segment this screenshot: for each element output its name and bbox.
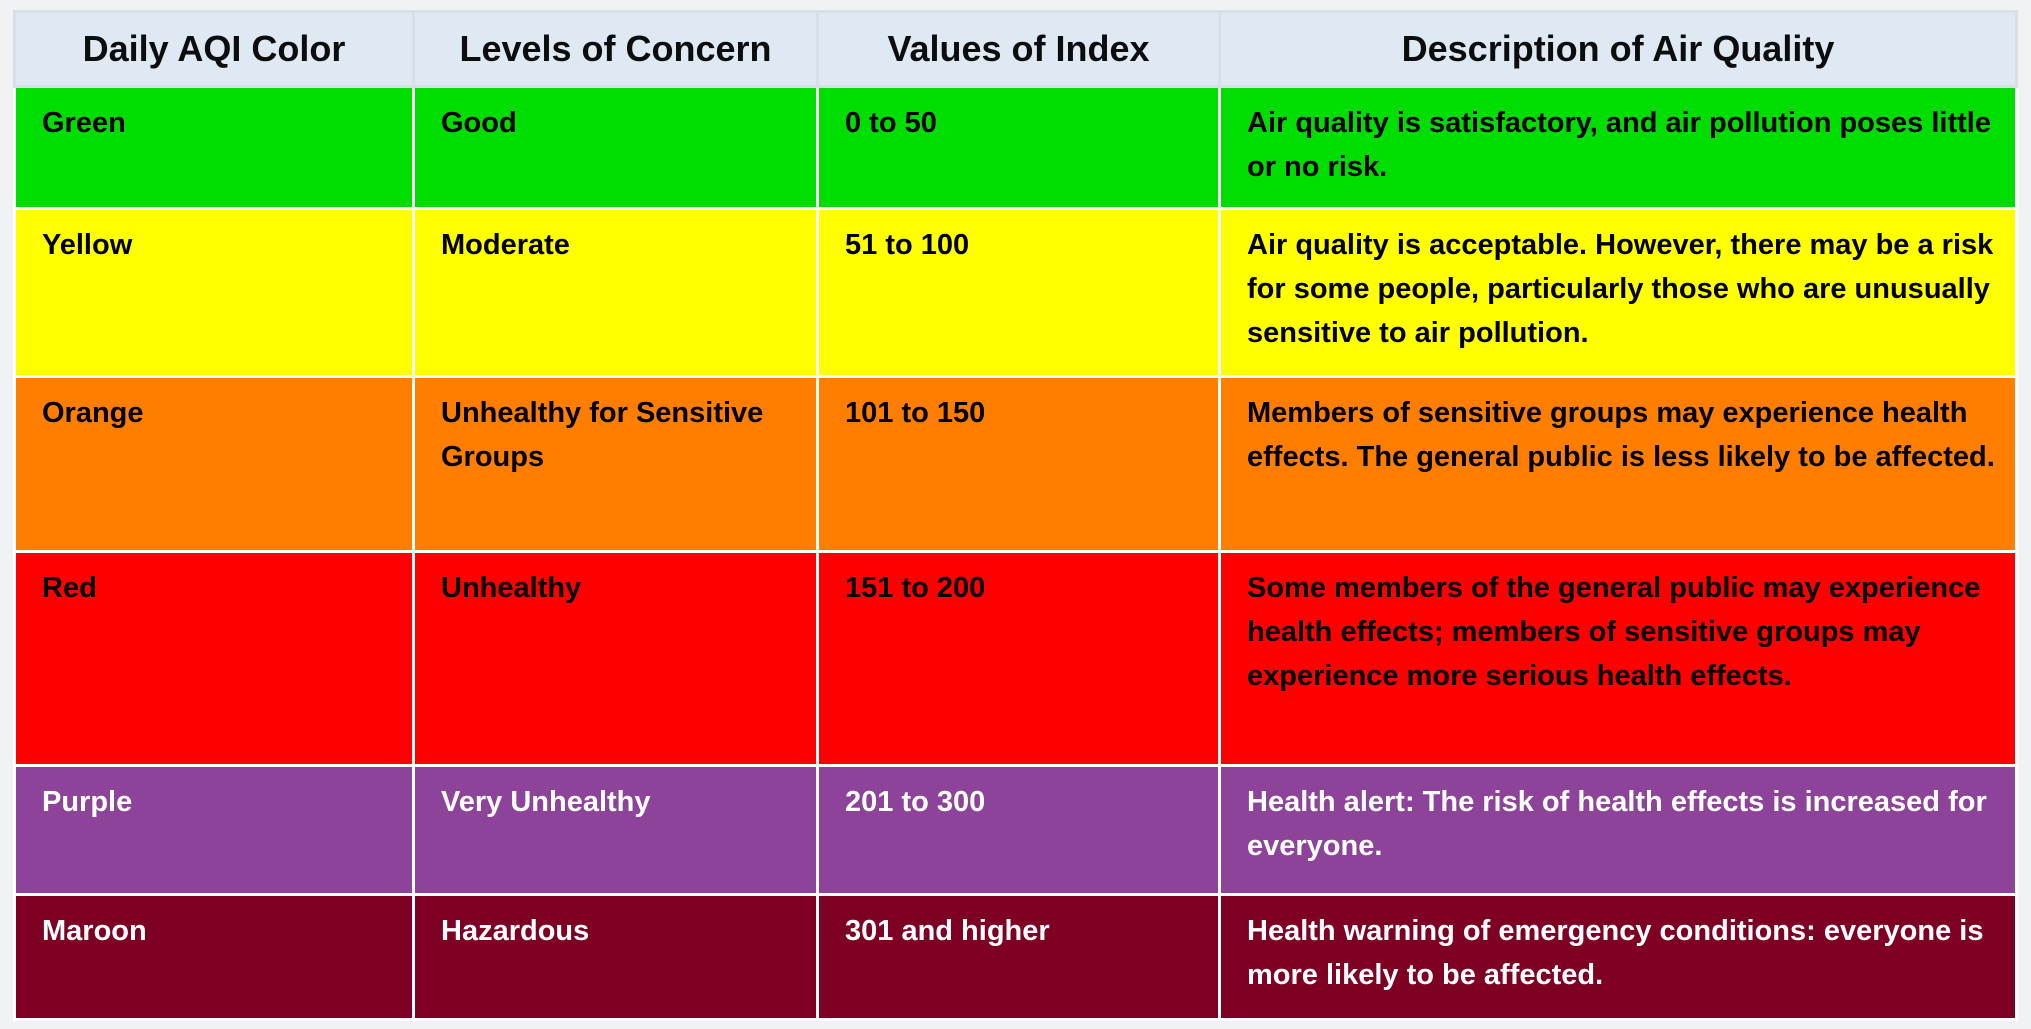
- aqi-color-cell: Purple: [13, 764, 415, 896]
- index-range-cell: 151 to 200: [816, 550, 1221, 767]
- level-of-concern-cell: Very Unhealthy: [412, 764, 819, 896]
- table-header: Daily AQI Color Levels of Concern Values…: [13, 10, 2018, 88]
- header-row: Daily AQI Color Levels of Concern Values…: [13, 10, 2018, 88]
- index-range-cell: 201 to 300: [816, 764, 1221, 896]
- aqi-color-cell: Red: [13, 550, 415, 767]
- index-range-cell: 101 to 150: [816, 375, 1221, 553]
- column-header-daily-aqi-color: Daily AQI Color: [13, 10, 415, 88]
- index-range-cell: 0 to 50: [816, 85, 1221, 210]
- table-row: Red Unhealthy 151 to 200 Some members of th…: [13, 550, 2018, 767]
- level-of-concern-cell: Good: [412, 85, 819, 210]
- description-cell: Air quality is satisfactory, and air pol…: [1218, 85, 2018, 210]
- description-cell: Health warning of emergency conditions: …: [1218, 893, 2018, 1021]
- aqi-table: Daily AQI Color Levels of Concern Values…: [13, 10, 2018, 1021]
- column-header-levels-of-concern: Levels of Concern: [412, 10, 819, 88]
- description-cell: Health alert: The risk of health effects…: [1218, 764, 2018, 896]
- level-of-concern-cell: Unhealthy for Sensitive Groups: [412, 375, 819, 553]
- aqi-color-cell: Orange: [13, 375, 415, 553]
- level-of-concern-cell: Unhealthy: [412, 550, 819, 767]
- table-row: Purple Very Unhealthy 201 to 300 Health ale…: [13, 764, 2018, 896]
- column-header-values-of-index: Values of Index: [816, 10, 1221, 88]
- description-cell: Air quality is acceptable. However, ther…: [1218, 207, 2018, 378]
- level-of-concern-cell: Hazardous: [412, 893, 819, 1021]
- aqi-color-cell: Maroon: [13, 893, 415, 1021]
- table-row: Green Good 0 to 50 Air quality is satisfact…: [13, 85, 2018, 210]
- table-row: Orange Unhealthy for Sensitive Groups 101 …: [13, 375, 2018, 553]
- table-body: Green Good 0 to 50 Air quality is satisfact…: [13, 85, 2018, 1021]
- table-row: Maroon Hazardous 301 and higher Health warn…: [13, 893, 2018, 1021]
- level-of-concern-cell: Moderate: [412, 207, 819, 378]
- column-header-description-of-air-quality: Description of Air Quality: [1218, 10, 2018, 88]
- aqi-color-cell: Green: [13, 85, 415, 210]
- description-cell: Some members of the general public may e…: [1218, 550, 2018, 767]
- table-row: Yellow Moderate 51 to 100 Air quality is ac…: [13, 207, 2018, 378]
- aqi-color-cell: Yellow: [13, 207, 415, 378]
- index-range-cell: 51 to 100: [816, 207, 1221, 378]
- description-cell: Members of sensitive groups may experien…: [1218, 375, 2018, 553]
- index-range-cell: 301 and higher: [816, 893, 1221, 1021]
